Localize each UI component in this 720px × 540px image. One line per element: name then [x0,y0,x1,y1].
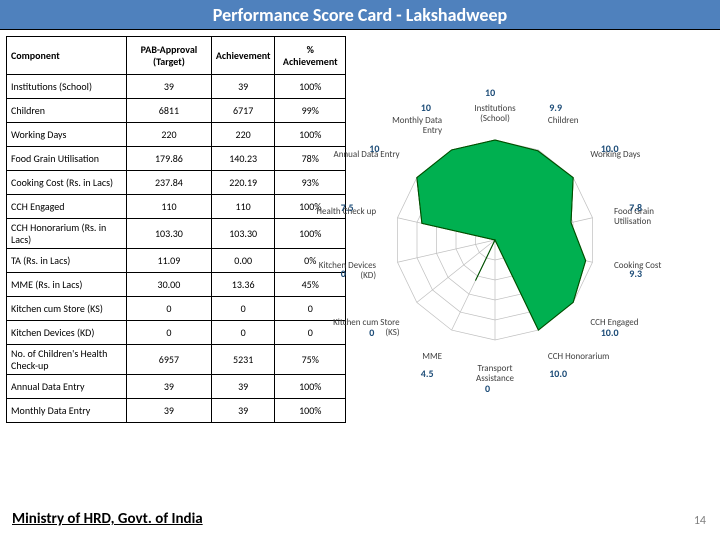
table-row: Institutions (School)3939100% [7,75,346,99]
cell-component: MME (Rs. in Lacs) [7,273,127,297]
radar-axis-label: Cooking Cost [614,261,684,271]
radar-axis-label: Monthly Data Entry [372,116,442,136]
cell-target: 6811 [127,99,212,123]
cell-component: Working Days [7,123,127,147]
table-row: TA (Rs. in Lacs)11.090.000% [7,249,346,273]
cell-component: Kitchen Devices (KD) [7,321,127,345]
cell-target: 39 [127,375,212,399]
radar-axis-value: 10 [369,142,379,155]
cell-target: 6957 [127,345,212,375]
cell-component: CCH Engaged [7,195,127,219]
cell-pct: 100% [275,75,346,99]
radar-axis-label: MME [372,352,442,362]
table-row: Cooking Cost (Rs. in Lacs)237.84220.1993… [7,171,346,195]
cell-achievement: 39 [211,375,275,399]
cell-component: CCH Honorarium (Rs. in Lacs) [7,219,127,249]
cell-target: 220 [127,123,212,147]
radar-chart: Institutions (School)10Children9.9Workin… [350,80,700,400]
scorecard-table: Component PAB-Approval (Target) Achievem… [6,36,346,423]
table-row: Monthly Data Entry3939100% [7,399,346,423]
cell-component: Annual Data Entry [7,375,127,399]
cell-component: TA (Rs. in Lacs) [7,249,127,273]
table-row: Food Grain Utilisation179.86140.2378% [7,147,346,171]
col-achievement: Achievement [211,37,275,75]
table-row: Working Days220220100% [7,123,346,147]
table-row: No. of Children's Health Check-up6957523… [7,345,346,375]
radar-axis-value: 4.5 [421,367,434,380]
radar-axis-value: 0 [341,267,346,280]
radar-axis-value: 9.9 [549,101,562,114]
cell-target: 103.30 [127,219,212,249]
radar-axis-label: Food Grain Utilisation [614,207,684,227]
footer-text: Ministry of HRD, Govt. of India [12,510,203,528]
cell-component: No. of Children's Health Check-up [7,345,127,375]
cell-achievement: 13.36 [211,273,275,297]
cell-pct: 99% [275,99,346,123]
table-row: MME (Rs. in Lacs)30.0013.3645% [7,273,346,297]
table-row: CCH Honorarium (Rs. in Lacs)103.30103.30… [7,219,346,249]
radar-axis-label: CCH Honorarium [548,352,618,362]
cell-achievement: 103.30 [211,219,275,249]
cell-achievement: 0 [211,297,275,321]
cell-target: 237.84 [127,171,212,195]
radar-axis-label: Transport Assistance [460,364,530,384]
radar-axis-value: 10 [421,101,431,114]
radar-axis-value: 9.3 [629,267,642,280]
cell-achievement: 6717 [211,99,275,123]
col-component: Component [7,37,127,75]
cell-target: 0 [127,321,212,345]
radar-chart-wrap: Institutions (School)10Children9.9Workin… [350,30,720,490]
cell-component: Kitchen cum Store (KS) [7,297,127,321]
radar-axis-label: Institutions (School) [460,104,530,124]
cell-pct: 100% [275,123,346,147]
radar-axis-value: 0 [485,382,490,395]
cell-achievement: 5231 [211,345,275,375]
table-row: CCH Engaged110110100% [7,195,346,219]
radar-axis-value: 10.0 [549,367,567,380]
cell-pct: 100% [275,375,346,399]
table-row: Kitchen Devices (KD)000 [7,321,346,345]
cell-achievement: 39 [211,399,275,423]
radar-axis-value: 10.0 [601,142,619,155]
table-row: Kitchen cum Store (KS)000 [7,297,346,321]
cell-component: Monthly Data Entry [7,399,127,423]
table-row: Children6811671799% [7,99,346,123]
cell-target: 39 [127,75,212,99]
cell-pct: 100% [275,399,346,423]
radar-axis-value: 7.5 [341,201,354,214]
cell-component: Cooking Cost (Rs. in Lacs) [7,171,127,195]
page-title: Performance Score Card - Lakshadweep [0,0,720,30]
radar-axis-label: Children [548,116,618,126]
radar-axis-value: 10.0 [601,326,619,339]
cell-component: Institutions (School) [7,75,127,99]
radar-axis-value: 7.8 [629,201,642,214]
cell-component: Food Grain Utilisation [7,147,127,171]
page-number: 14 [694,514,706,528]
cell-achievement: 0 [211,321,275,345]
cell-target: 179.86 [127,147,212,171]
cell-pct: 75% [275,345,346,375]
cell-target: 39 [127,399,212,423]
cell-achievement: 39 [211,75,275,99]
radar-axis-value: 10 [485,86,495,99]
table-row: Annual Data Entry3939100% [7,375,346,399]
cell-target: 30.00 [127,273,212,297]
radar-axis-label: Kitchen cum Store (KS) [330,318,400,338]
cell-achievement: 220.19 [211,171,275,195]
cell-achievement: 110 [211,195,275,219]
cell-pct: 93% [275,171,346,195]
cell-target: 11.09 [127,249,212,273]
cell-component: Children [7,99,127,123]
radar-axis-value: 0 [369,326,374,339]
cell-achievement: 140.23 [211,147,275,171]
col-target: PAB-Approval (Target) [127,37,212,75]
cell-achievement: 220 [211,123,275,147]
cell-achievement: 0.00 [211,249,275,273]
cell-target: 0 [127,297,212,321]
radar-axis-label: Annual Data Entry [330,150,400,160]
cell-pct: 100% [275,219,346,249]
scorecard-table-wrap: Component PAB-Approval (Target) Achievem… [0,30,350,490]
col-pct: % Achievement [275,37,346,75]
cell-target: 110 [127,195,212,219]
